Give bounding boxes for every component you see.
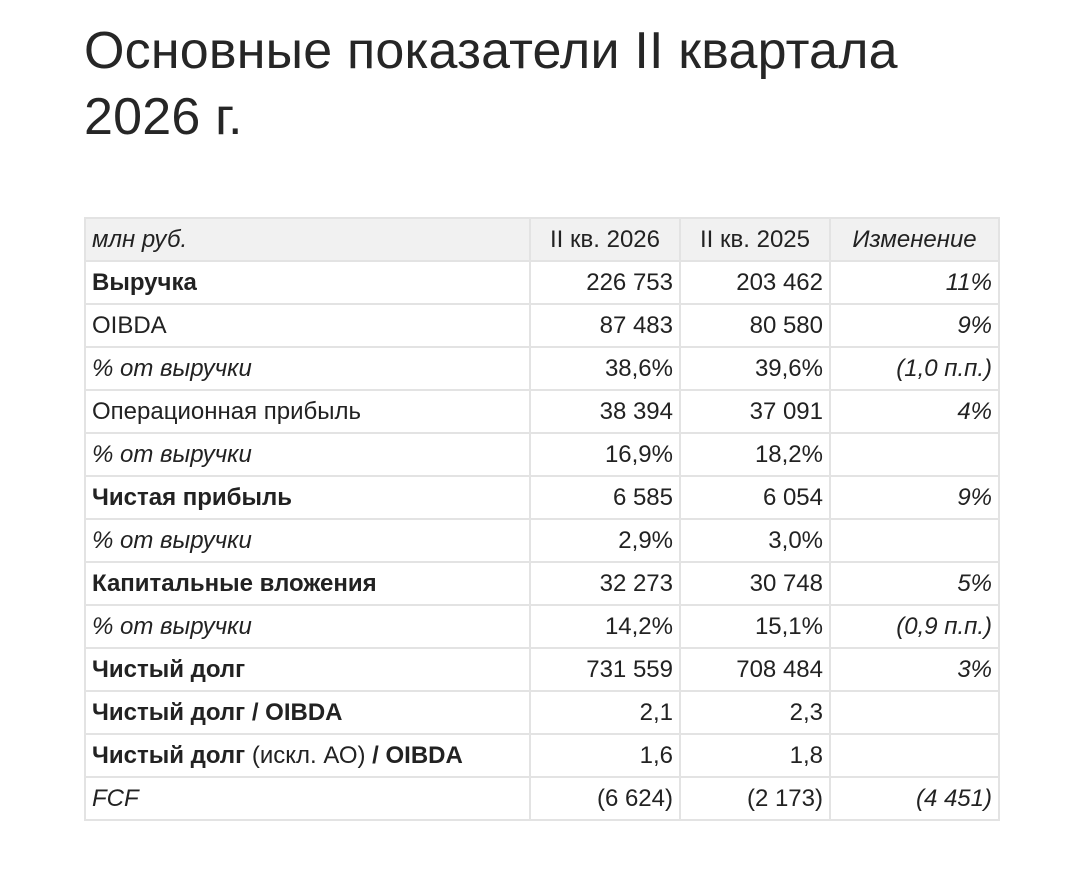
table-row: % от выручки 14,2% 15,1% (0,9 п.п.) xyxy=(84,604,1000,649)
row-label: % от выручки xyxy=(84,432,531,477)
row-label: Операционная прибыль xyxy=(84,389,531,434)
current-value: 2,9% xyxy=(529,518,681,563)
previous-value: 30 748 xyxy=(679,561,831,606)
change-value xyxy=(829,518,1000,563)
change-value xyxy=(829,690,1000,735)
current-value: 1,6 xyxy=(529,733,681,778)
previous-period-header: II кв. 2025 xyxy=(679,217,831,262)
row-label-tail: / OIBDA xyxy=(372,741,463,769)
table-row: OIBDA 87 483 80 580 9% xyxy=(84,303,1000,348)
row-label: OIBDA xyxy=(84,303,531,348)
table-row: % от выручки 2,9% 3,0% xyxy=(84,518,1000,563)
current-value: 38 394 xyxy=(529,389,681,434)
page-title: Основные показатели II квартала 2026 г. xyxy=(84,22,898,146)
current-value: 2,1 xyxy=(529,690,681,735)
current-value: 226 753 xyxy=(529,260,681,305)
previous-value: 6 054 xyxy=(679,475,831,520)
previous-value: 18,2% xyxy=(679,432,831,477)
previous-value: 15,1% xyxy=(679,604,831,649)
previous-value: (2 173) xyxy=(679,776,831,821)
current-value: 38,6% xyxy=(529,346,681,391)
table-row: % от выручки 38,6% 39,6% (1,0 п.п.) xyxy=(84,346,1000,391)
row-label: Чистый долг / OIBDA xyxy=(84,690,531,735)
row-label-qualifier: (искл. АО) xyxy=(245,741,373,769)
row-label: Чистая прибыль xyxy=(84,475,531,520)
previous-value: 39,6% xyxy=(679,346,831,391)
previous-value: 708 484 xyxy=(679,647,831,692)
row-label: Чистый долг (искл. АО) / OIBDA xyxy=(84,733,531,778)
current-value: 731 559 xyxy=(529,647,681,692)
table-row: FCF (6 624) (2 173) (4 451) xyxy=(84,776,1000,821)
previous-value: 2,3 xyxy=(679,690,831,735)
change-value: 9% xyxy=(829,475,1000,520)
table-row: Операционная прибыль 38 394 37 091 4% xyxy=(84,389,1000,434)
row-label: Чистый долг xyxy=(84,647,531,692)
current-value: 6 585 xyxy=(529,475,681,520)
change-value: (0,9 п.п.) xyxy=(829,604,1000,649)
current-period-header: II кв. 2026 xyxy=(529,217,681,262)
current-value: 16,9% xyxy=(529,432,681,477)
table-row: Капитальные вложения 32 273 30 748 5% xyxy=(84,561,1000,606)
kpi-table: млн руб. II кв. 2026 II кв. 2025 Изменен… xyxy=(84,217,1000,821)
table-header-row: млн руб. II кв. 2026 II кв. 2025 Изменен… xyxy=(84,217,1000,262)
row-label: % от выручки xyxy=(84,346,531,391)
row-label-main: Чистый долг xyxy=(92,741,246,769)
change-value: 11% xyxy=(829,260,1000,305)
row-label: Выручка xyxy=(84,260,531,305)
table-row: Чистый долг / OIBDA 2,1 2,3 xyxy=(84,690,1000,735)
change-value: 5% xyxy=(829,561,1000,606)
change-header: Изменение xyxy=(829,217,1000,262)
previous-value: 203 462 xyxy=(679,260,831,305)
current-value: 14,2% xyxy=(529,604,681,649)
table-row: Чистый долг (искл. АО) / OIBDA 1,6 1,8 xyxy=(84,733,1000,778)
change-value: (4 451) xyxy=(829,776,1000,821)
unit-header: млн руб. xyxy=(84,217,531,262)
change-value: 3% xyxy=(829,647,1000,692)
current-value: 32 273 xyxy=(529,561,681,606)
previous-value: 1,8 xyxy=(679,733,831,778)
row-label: % от выручки xyxy=(84,518,531,563)
table-row: Выручка 226 753 203 462 11% xyxy=(84,260,1000,305)
row-label: % от выручки xyxy=(84,604,531,649)
change-value: 9% xyxy=(829,303,1000,348)
row-label: Капитальные вложения xyxy=(84,561,531,606)
change-value xyxy=(829,432,1000,477)
row-label: FCF xyxy=(84,776,531,821)
previous-value: 37 091 xyxy=(679,389,831,434)
change-value: (1,0 п.п.) xyxy=(829,346,1000,391)
current-value: (6 624) xyxy=(529,776,681,821)
previous-value: 80 580 xyxy=(679,303,831,348)
current-value: 87 483 xyxy=(529,303,681,348)
table-row: Чистая прибыль 6 585 6 054 9% xyxy=(84,475,1000,520)
change-value xyxy=(829,733,1000,778)
table-row: % от выручки 16,9% 18,2% xyxy=(84,432,1000,477)
previous-value: 3,0% xyxy=(679,518,831,563)
change-value: 4% xyxy=(829,389,1000,434)
table-row: Чистый долг 731 559 708 484 3% xyxy=(84,647,1000,692)
